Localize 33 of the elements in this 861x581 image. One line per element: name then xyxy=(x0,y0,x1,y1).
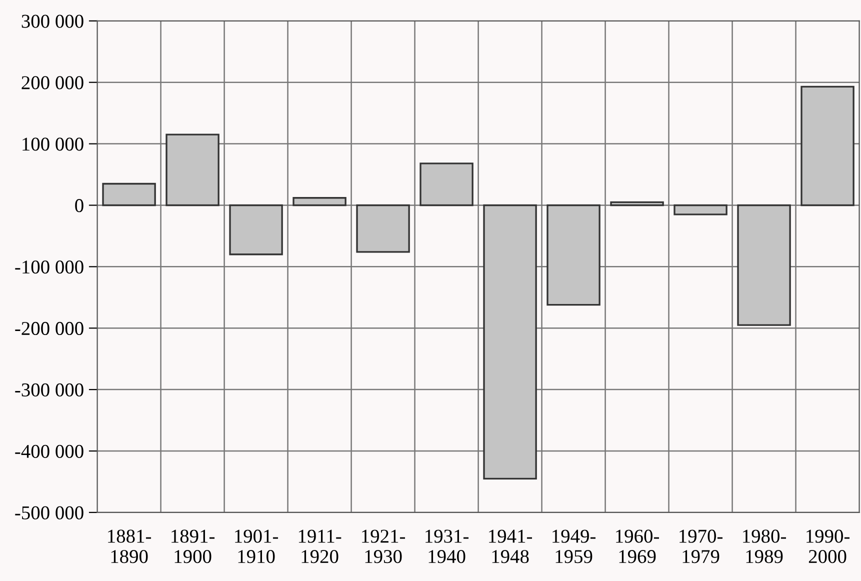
bar xyxy=(356,204,410,253)
y-tick-label: -400 000 xyxy=(15,444,84,458)
x-tick-label: 1901- 1910 xyxy=(235,530,278,564)
y-tick-label: 0 xyxy=(75,199,84,212)
y-tick-label: -300 000 xyxy=(15,383,84,396)
bar xyxy=(483,204,537,480)
bar xyxy=(420,162,474,206)
y-tick-label: -500 000 xyxy=(15,506,84,520)
x-tick-label: 1941- 1948 xyxy=(489,530,532,564)
x-tick-label: 1980- 1989 xyxy=(743,530,786,564)
x-tick-label: 1891- 1900 xyxy=(172,530,215,564)
x-tick-label: 1970- 1979 xyxy=(680,530,723,564)
bar xyxy=(737,204,791,326)
x-tick-label: 1931- 1940 xyxy=(426,530,469,564)
x-tick-label: 1911- 1920 xyxy=(298,530,342,564)
y-tick-label: -200 000 xyxy=(15,322,84,336)
bar xyxy=(102,182,156,206)
bar xyxy=(546,204,600,306)
bar xyxy=(800,86,854,206)
y-tick-label: 200 000 xyxy=(22,76,84,90)
x-tick-label: 1921- 1930 xyxy=(362,530,406,564)
y-tick-label: 100 000 xyxy=(22,138,84,151)
bar xyxy=(229,204,283,256)
x-tick-label: 1990- 2000 xyxy=(806,530,850,564)
bar xyxy=(292,197,346,206)
bar xyxy=(166,134,220,206)
y-tick-label: 300 000 xyxy=(22,14,84,28)
y-tick-label: -100 000 xyxy=(15,260,84,274)
bar xyxy=(610,201,664,206)
x-tick-label: 1949- 1959 xyxy=(552,530,596,564)
x-tick-label: 1881- 1890 xyxy=(108,530,152,564)
bar xyxy=(674,204,728,216)
x-tick-label: 1960- 1969 xyxy=(616,530,660,564)
